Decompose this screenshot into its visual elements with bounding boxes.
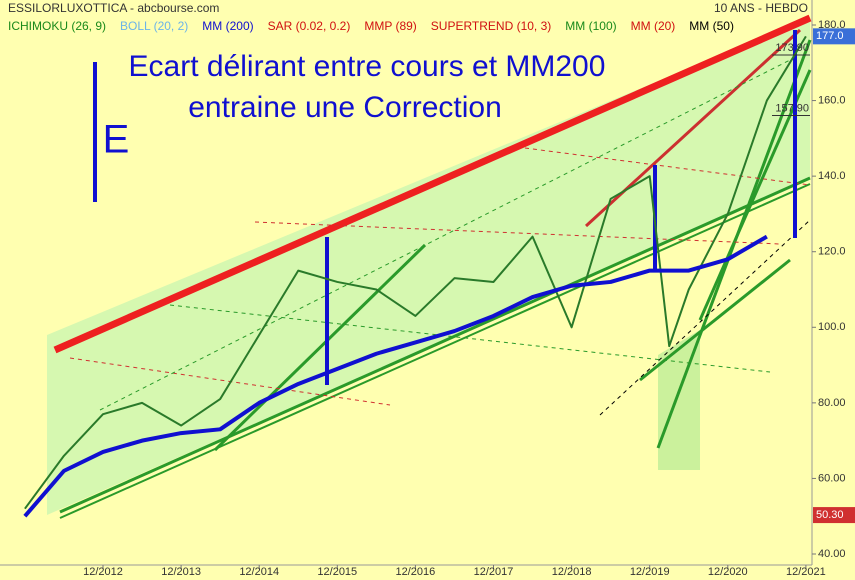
- y-tick-label: 160.0: [818, 94, 846, 106]
- legend-entry: SAR (0.02, 0.2): [268, 19, 351, 33]
- lower-channel: [59, 183, 811, 519]
- legend-entry: MM (50): [689, 19, 734, 33]
- y-tick-label: 140.0: [818, 170, 846, 182]
- channel-fill: [47, 18, 810, 515]
- legend-entry: SUPERTREND (10, 3): [431, 19, 551, 33]
- upper-channel: [53, 14, 812, 354]
- legend-entry: MMP (89): [364, 19, 416, 33]
- x-tick-label: 12/2019: [630, 566, 670, 578]
- legend-entry: MM (20): [631, 19, 676, 33]
- green-trend: [213, 243, 427, 452]
- ma-line: [23, 234, 768, 518]
- price-label: 50.30: [816, 509, 844, 521]
- green-trend: [698, 69, 812, 321]
- legend-entry: MM (200): [202, 19, 253, 33]
- x-tick-label: 12/2017: [474, 566, 514, 578]
- chart-title: ESSILORLUXOTTICA - abcbourse.com: [8, 1, 219, 15]
- y-tick-label: 80.00: [818, 397, 846, 409]
- y-tick-label: 40.00: [818, 548, 846, 560]
- y-tick-label: 180.0: [818, 19, 846, 31]
- x-tick-label: 12/2014: [239, 566, 279, 578]
- price-line: [24, 35, 807, 510]
- x-tick-label: 12/2012: [83, 566, 123, 578]
- lower-channel: [59, 176, 811, 514]
- price-label-box: [813, 507, 855, 524]
- line-label: 157.90: [775, 102, 809, 114]
- x-tick-label: 12/2016: [396, 566, 436, 578]
- x-tick-label: 12/2020: [708, 566, 748, 578]
- legend-entry: ICHIMOKU (26, 9): [8, 19, 106, 33]
- dashed-line: [99, 59, 791, 411]
- y-tick-label: 100.0: [818, 321, 846, 333]
- chart-subtitle: 10 ANS - HEBDO: [714, 1, 808, 15]
- annotation: Ecart délirant entre cours et MM200: [129, 50, 606, 83]
- annotation: E: [103, 118, 130, 162]
- y-tick-label: 60.00: [818, 472, 846, 484]
- legend-entry: BOLL (20, 2): [120, 19, 188, 33]
- legend-entry: MM (100): [565, 19, 616, 33]
- price-label-box: [813, 28, 855, 45]
- x-tick-label: 12/2018: [552, 566, 592, 578]
- line-label: 173.90: [775, 42, 809, 54]
- y-tick-label: 120.0: [818, 246, 846, 258]
- x-tick-label: 12/2021: [786, 566, 826, 578]
- annotation: entraine une Correction: [188, 91, 502, 124]
- x-tick-label: 12/2015: [317, 566, 357, 578]
- x-tick-label: 12/2013: [161, 566, 201, 578]
- price-label: 177.0: [816, 30, 844, 42]
